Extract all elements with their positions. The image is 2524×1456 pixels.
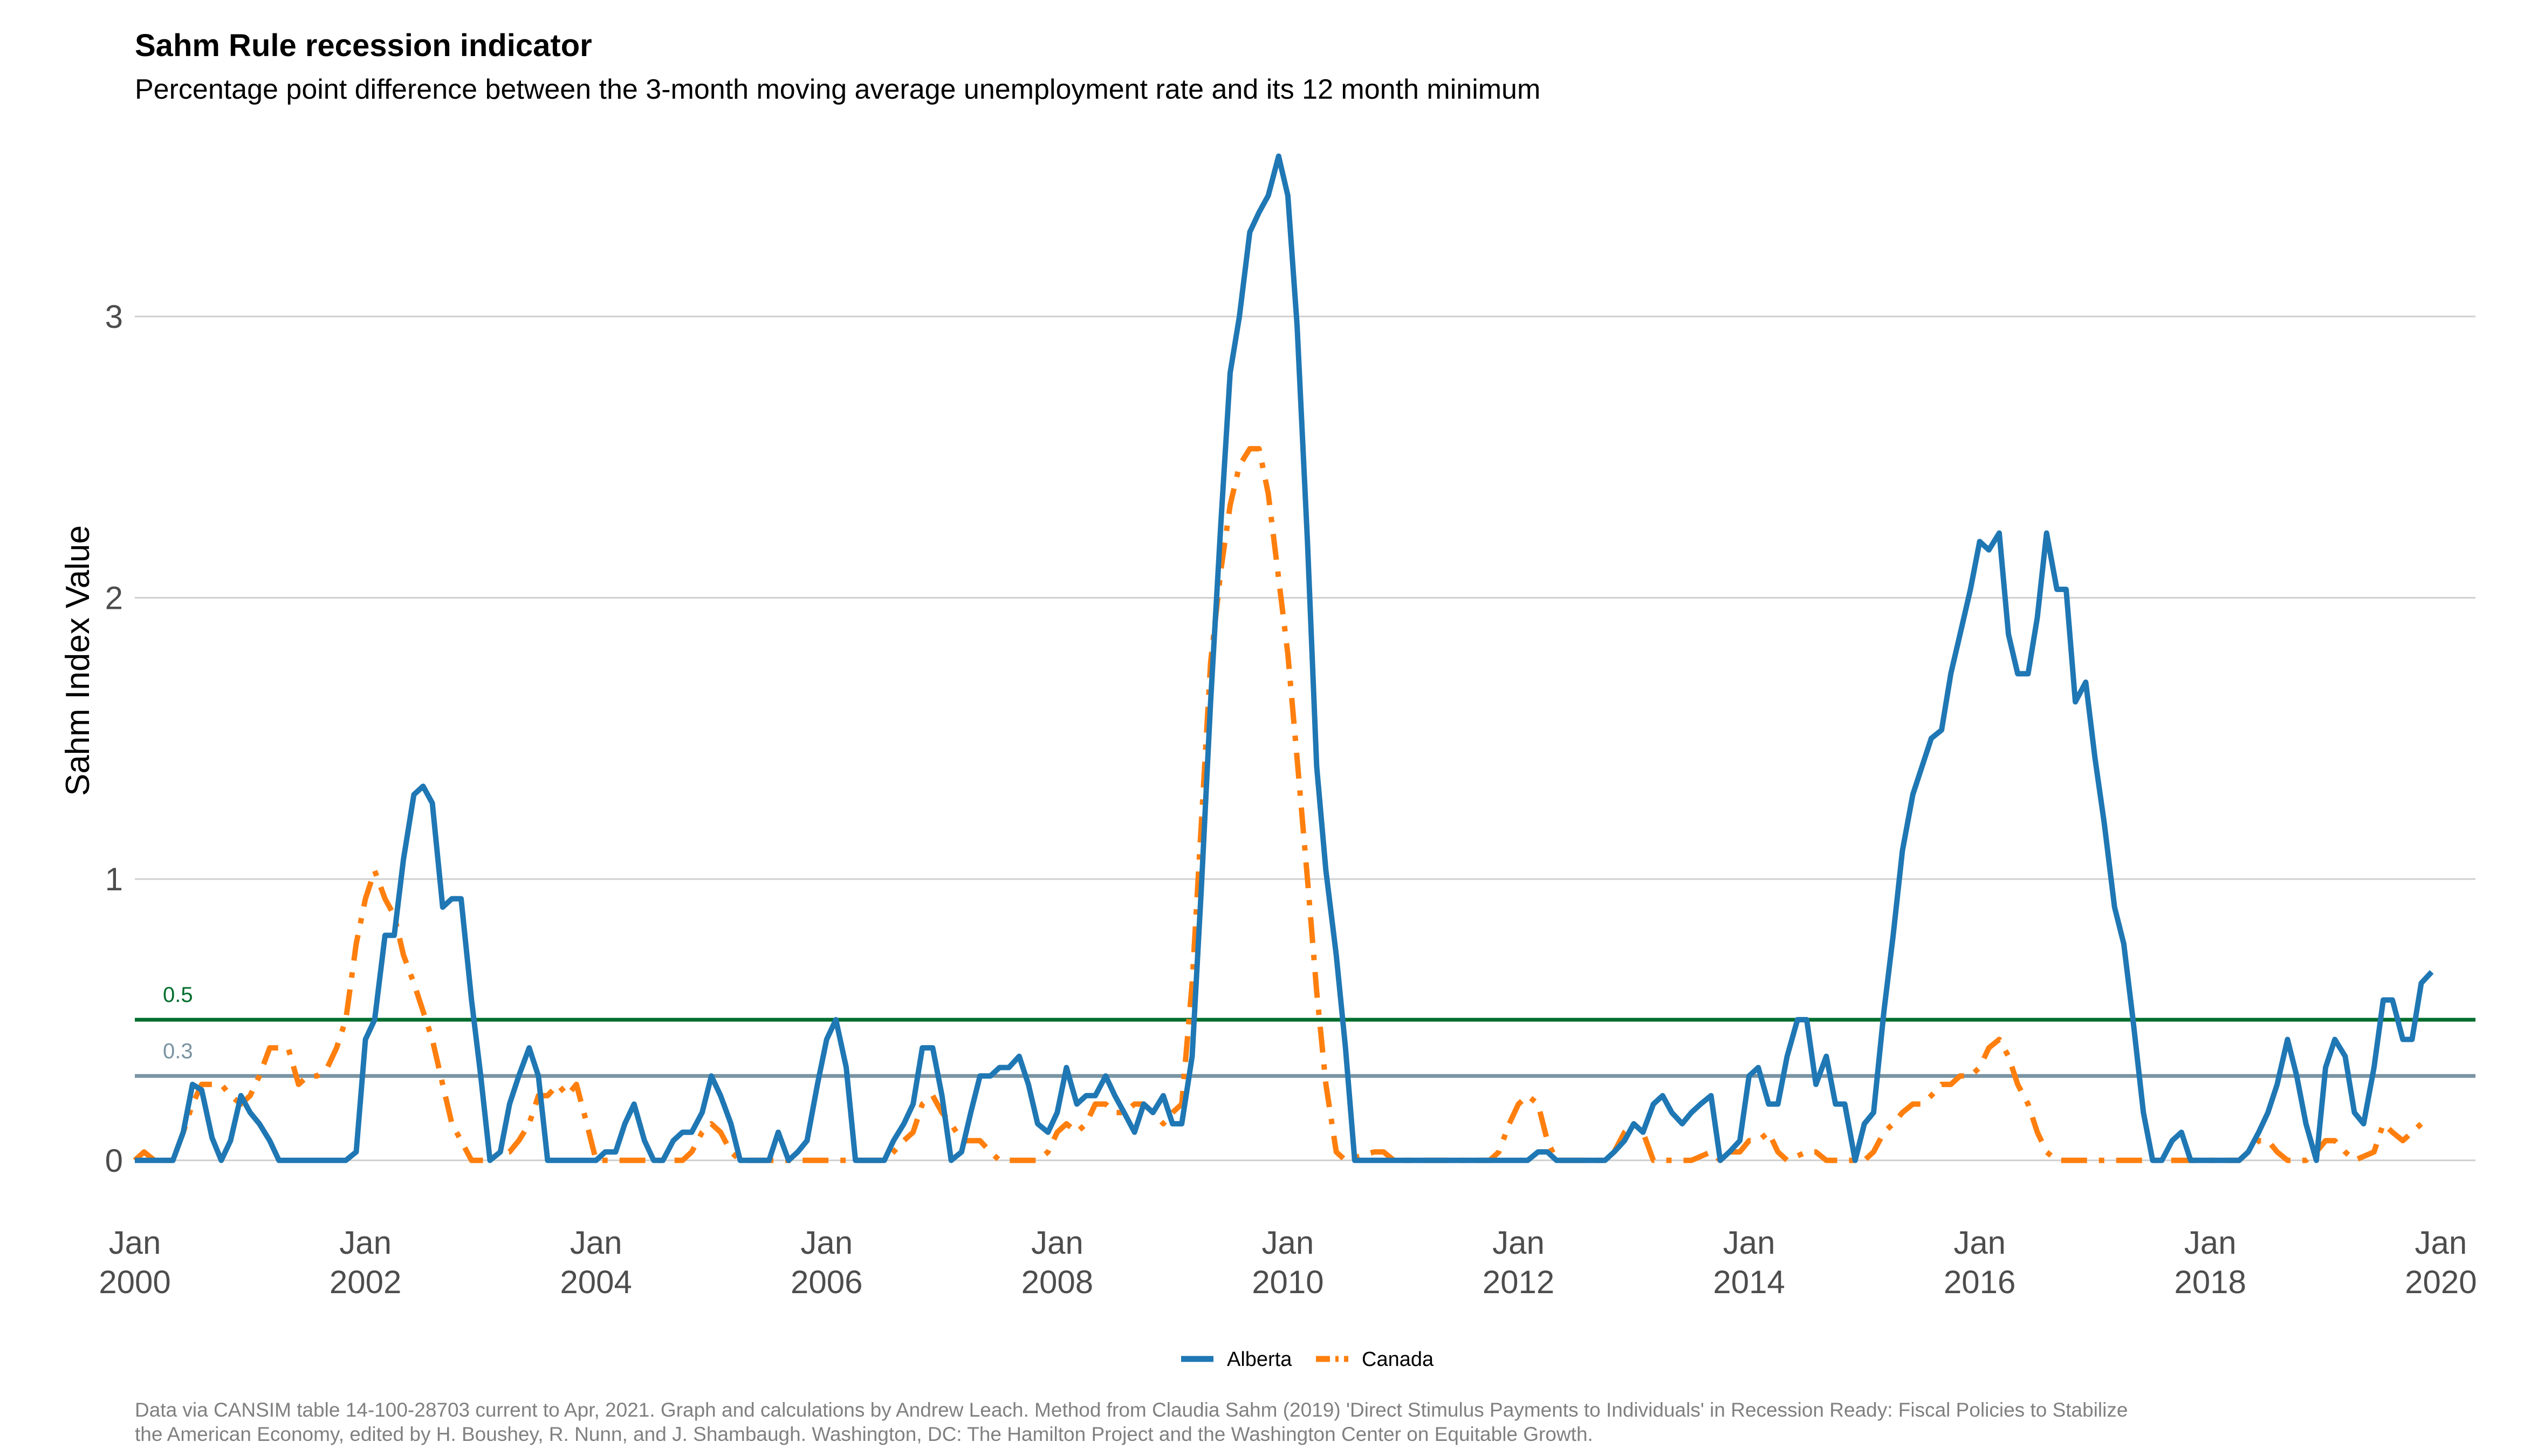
y-tick-label: 1 bbox=[105, 861, 123, 897]
chart-title: Sahm Rule recession indicator bbox=[135, 28, 592, 63]
x-tick-label-month: Jan bbox=[1492, 1225, 1545, 1261]
x-tick-label-month: Jan bbox=[339, 1225, 392, 1261]
x-tick-label-year: 2012 bbox=[1483, 1264, 1554, 1300]
reference-label-0.3: 0.3 bbox=[163, 1039, 193, 1063]
x-tick-label-year: 2002 bbox=[330, 1264, 401, 1300]
series-line-alberta bbox=[135, 153, 2434, 1163]
chart-subtitle: Percentage point difference between the … bbox=[135, 74, 1540, 105]
y-axis-ticks: 0 1 2 3 bbox=[105, 299, 123, 1179]
x-tick-label-month: Jan bbox=[2415, 1225, 2467, 1261]
caption-line-2: the American Economy, edited by H. Boush… bbox=[135, 1423, 1593, 1445]
x-tick-label-year: 2004 bbox=[560, 1264, 632, 1300]
series-lines bbox=[133, 153, 2434, 1163]
x-tick-label-month: Jan bbox=[570, 1225, 622, 1261]
x-tick-label-month: Jan bbox=[1262, 1225, 1314, 1261]
legend-label-canada: Canada bbox=[1362, 1348, 1434, 1371]
y-tick-label: 0 bbox=[105, 1143, 123, 1179]
series-line-canada bbox=[133, 446, 2423, 1163]
x-tick-label-year: 2018 bbox=[2175, 1264, 2246, 1300]
x-tick-label-year: 2006 bbox=[791, 1264, 862, 1300]
x-tick-label-year: 2020 bbox=[2405, 1264, 2477, 1300]
legend: Alberta Canada bbox=[1181, 1348, 1434, 1371]
x-tick-label-month: Jan bbox=[1953, 1225, 2006, 1261]
reference-label-0.5: 0.5 bbox=[163, 983, 193, 1007]
x-tick-label-year: 2014 bbox=[1713, 1264, 1785, 1300]
x-tick-label-month: Jan bbox=[109, 1225, 161, 1261]
reference-lines: 0.5 0.3 bbox=[135, 983, 2475, 1078]
x-tick-label-month: Jan bbox=[1031, 1225, 1083, 1261]
x-tick-label-month: Jan bbox=[1723, 1225, 1775, 1261]
y-tick-label: 3 bbox=[105, 299, 123, 335]
x-tick-label-year: 2000 bbox=[99, 1264, 170, 1300]
y-tick-label: 2 bbox=[105, 580, 123, 616]
y-axis-label: Sahm Index Value bbox=[59, 525, 97, 796]
x-tick-label-year: 2008 bbox=[1021, 1264, 1093, 1300]
x-axis-ticks: Jan2000Jan2002Jan2004Jan2006Jan2008Jan20… bbox=[99, 1225, 2477, 1300]
x-tick-label-month: Jan bbox=[800, 1225, 853, 1261]
x-tick-label-year: 2010 bbox=[1252, 1264, 1323, 1300]
caption-line-1: Data via CANSIM table 14-100-28703 curre… bbox=[135, 1399, 2128, 1421]
x-tick-label-year: 2016 bbox=[1944, 1264, 2015, 1300]
legend-label-alberta: Alberta bbox=[1227, 1348, 1292, 1371]
x-tick-label-month: Jan bbox=[2184, 1225, 2237, 1261]
